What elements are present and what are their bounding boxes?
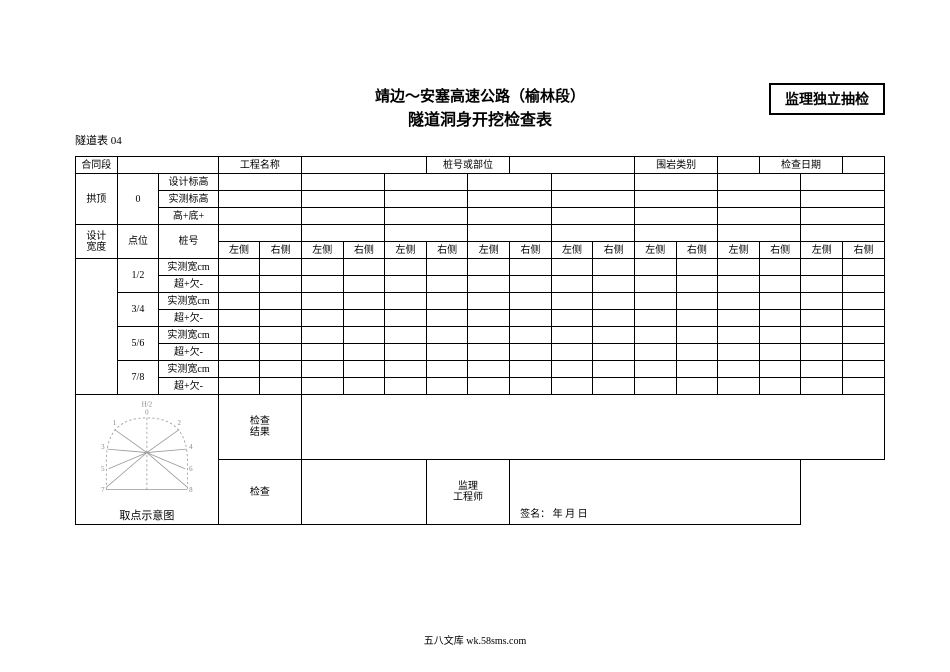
col-right: 右侧 [343, 242, 385, 259]
point-56: 5/6 [117, 327, 159, 361]
col-left: 左侧 [218, 242, 260, 259]
header-area: 靖边～安塞高速公路（榆林段） 隧道洞身开挖检查表 监理独立抽检 隧道表 04 [75, 85, 885, 148]
table-row: 1/2 实测宽cm [76, 259, 885, 276]
svg-text:7: 7 [101, 486, 105, 494]
contract-section-value [117, 157, 218, 174]
engineer-label: 监理 工程师 [426, 460, 509, 525]
col-left: 左侧 [801, 242, 843, 259]
col-right: 右侧 [676, 242, 718, 259]
table-row: 超+欠- [76, 310, 885, 327]
col-right: 右侧 [843, 242, 885, 259]
check-result-label: 检查 结果 [218, 395, 301, 460]
table-row: 3/4 实测宽cm [76, 293, 885, 310]
svg-text:4: 4 [189, 443, 193, 451]
design-width-value [76, 259, 118, 395]
rock-class-value [718, 157, 760, 174]
check-date-label: 检查日期 [759, 157, 842, 174]
position-label: 点位 [117, 225, 159, 259]
tunnel-diagram-icon: 0 1 2 3 4 5 6 7 8 H/2 [77, 397, 217, 507]
title-line1: 靖边～安塞高速公路（榆林段） [75, 85, 885, 106]
high-low-label: 高+底+ [159, 208, 218, 225]
measured-width-label: 实测宽cm [159, 327, 218, 344]
project-name-value [301, 157, 426, 174]
col-left: 左侧 [385, 242, 427, 259]
station-value [510, 157, 635, 174]
table-row: 高+底+ [76, 208, 885, 225]
col-left: 左侧 [634, 242, 676, 259]
title-line2: 隧道洞身开挖检查表 [75, 106, 885, 130]
table-row: 设计 宽度 点位 桩号 [76, 225, 885, 242]
sign-line: 签名： 年 月 日 [510, 460, 801, 525]
project-name-label: 工程名称 [218, 157, 301, 174]
col-left: 左侧 [301, 242, 343, 259]
station-no-label: 桩号 [159, 225, 218, 259]
point-78: 7/8 [117, 361, 159, 395]
over-under-label: 超+欠- [159, 310, 218, 327]
diagram-caption: 取点示意图 [77, 510, 217, 522]
col-left: 左侧 [468, 242, 510, 259]
over-under-label: 超+欠- [159, 344, 218, 361]
table-row: 0 1 2 3 4 5 6 7 8 H/2 取点示意图 检查 结果 [76, 395, 885, 460]
design-width-label: 设计 宽度 [76, 225, 118, 259]
stamp-box: 监理独立抽检 [769, 83, 885, 115]
title-block: 靖边～安塞高速公路（榆林段） 隧道洞身开挖检查表 [75, 85, 885, 130]
measured-width-label: 实测宽cm [159, 293, 218, 310]
col-right: 右侧 [593, 242, 635, 259]
table-row: 7/8 实测宽cm [76, 361, 885, 378]
svg-text:2: 2 [178, 419, 182, 427]
design-elev-label: 设计标高 [159, 174, 218, 191]
svg-text:3: 3 [101, 443, 105, 451]
svg-text:1: 1 [113, 419, 117, 427]
col-right: 右侧 [260, 242, 302, 259]
table-row: 实测标高 [76, 191, 885, 208]
col-right: 右侧 [426, 242, 468, 259]
table-row: 合同段 工程名称 桩号或部位 围岩类别 检查日期 [76, 157, 885, 174]
arch-zero: 0 [117, 174, 159, 225]
form-number: 隧道表 04 [75, 132, 885, 148]
measured-width-label: 实测宽cm [159, 361, 218, 378]
col-left: 左侧 [718, 242, 760, 259]
check-result-value [301, 395, 884, 460]
check-value [301, 460, 426, 525]
table-row: 拱顶 0 设计标高 [76, 174, 885, 191]
svg-text:8: 8 [189, 486, 193, 494]
col-right: 右侧 [759, 242, 801, 259]
footer-text: 五八文库 wk.58sms.com [0, 632, 950, 647]
diagram-cell: 0 1 2 3 4 5 6 7 8 H/2 取点示意图 [76, 395, 219, 525]
check-label: 检查 [218, 460, 301, 525]
over-under-label: 超+欠- [159, 276, 218, 293]
table-row: 超+欠- [76, 276, 885, 293]
col-right: 右侧 [510, 242, 552, 259]
inspection-form-table: 合同段 工程名称 桩号或部位 围岩类别 检查日期 拱顶 0 设计标高 实测标高 … [75, 156, 885, 525]
arch-top-label: 拱顶 [76, 174, 118, 225]
col-left: 左侧 [551, 242, 593, 259]
station-label: 桩号或部位 [426, 157, 509, 174]
point-34: 3/4 [117, 293, 159, 327]
point-12: 1/2 [117, 259, 159, 293]
check-date-value [843, 157, 885, 174]
table-row: 超+欠- [76, 378, 885, 395]
svg-text:5: 5 [101, 465, 105, 473]
svg-text:6: 6 [189, 465, 193, 473]
contract-section-label: 合同段 [76, 157, 118, 174]
over-under-label: 超+欠- [159, 378, 218, 395]
table-row: 5/6 实测宽cm [76, 327, 885, 344]
table-row: 超+欠- [76, 344, 885, 361]
rock-class-label: 围岩类别 [634, 157, 717, 174]
measured-elev-label: 实测标高 [159, 191, 218, 208]
measured-width-label: 实测宽cm [159, 259, 218, 276]
svg-text:H/2: H/2 [142, 400, 153, 408]
svg-text:0: 0 [145, 408, 149, 416]
